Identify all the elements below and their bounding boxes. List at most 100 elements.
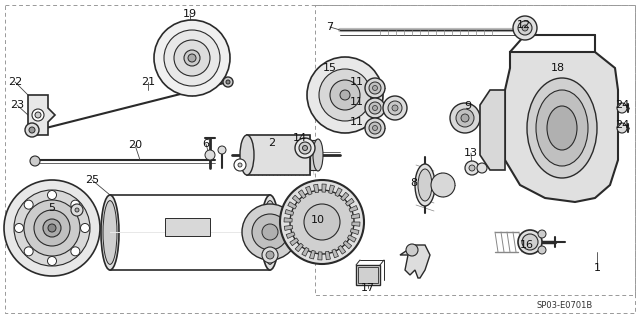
Circle shape: [164, 30, 220, 86]
Circle shape: [295, 138, 315, 158]
Polygon shape: [332, 249, 339, 258]
Text: 13: 13: [464, 148, 478, 158]
Circle shape: [372, 125, 378, 130]
Ellipse shape: [261, 195, 279, 270]
Text: 16: 16: [520, 240, 534, 250]
Polygon shape: [302, 248, 309, 256]
Circle shape: [262, 247, 278, 263]
Circle shape: [25, 123, 39, 137]
Circle shape: [262, 224, 278, 240]
Text: SP03-E0701B: SP03-E0701B: [537, 300, 593, 309]
Circle shape: [15, 224, 24, 233]
Circle shape: [47, 190, 56, 199]
Circle shape: [29, 127, 35, 133]
Polygon shape: [322, 184, 326, 192]
Circle shape: [369, 122, 381, 134]
Circle shape: [24, 200, 33, 209]
Ellipse shape: [547, 106, 577, 150]
Circle shape: [280, 180, 364, 264]
Circle shape: [24, 200, 80, 256]
Circle shape: [372, 106, 378, 110]
Text: 10: 10: [311, 215, 325, 225]
Text: 5: 5: [49, 203, 56, 213]
Circle shape: [218, 146, 226, 154]
Circle shape: [431, 173, 455, 197]
Circle shape: [266, 251, 274, 259]
Circle shape: [226, 80, 230, 84]
Text: 2: 2: [268, 138, 276, 148]
Polygon shape: [350, 229, 359, 234]
Text: 20: 20: [128, 140, 142, 150]
Polygon shape: [351, 213, 360, 219]
Circle shape: [30, 156, 40, 166]
Circle shape: [14, 190, 90, 266]
Polygon shape: [335, 188, 342, 197]
Circle shape: [383, 96, 407, 120]
Bar: [356, 265, 380, 285]
Text: 25: 25: [85, 175, 99, 185]
Polygon shape: [295, 243, 303, 252]
Text: 14: 14: [293, 133, 307, 143]
Circle shape: [538, 230, 546, 238]
Text: 12: 12: [517, 20, 531, 30]
Text: 23: 23: [10, 100, 24, 110]
Polygon shape: [285, 210, 294, 215]
Polygon shape: [346, 198, 354, 206]
Ellipse shape: [101, 195, 119, 270]
Circle shape: [456, 109, 474, 127]
Circle shape: [75, 208, 79, 212]
Circle shape: [372, 85, 378, 91]
Text: 17: 17: [361, 283, 375, 293]
Circle shape: [513, 16, 537, 40]
Circle shape: [392, 105, 398, 111]
Circle shape: [469, 165, 475, 171]
Circle shape: [450, 103, 480, 133]
Circle shape: [35, 112, 41, 118]
Circle shape: [303, 145, 307, 151]
Circle shape: [406, 244, 418, 256]
Circle shape: [461, 114, 469, 122]
Polygon shape: [338, 245, 346, 254]
Polygon shape: [340, 192, 349, 201]
Circle shape: [617, 103, 627, 113]
Circle shape: [522, 25, 528, 31]
Circle shape: [71, 200, 80, 209]
Circle shape: [4, 180, 100, 276]
Polygon shape: [329, 185, 335, 194]
Circle shape: [47, 256, 56, 265]
Circle shape: [304, 204, 340, 240]
Text: 15: 15: [323, 63, 337, 73]
Bar: [247, 135, 310, 175]
Circle shape: [319, 69, 371, 121]
Circle shape: [205, 150, 215, 160]
Circle shape: [290, 190, 354, 254]
Polygon shape: [349, 205, 358, 212]
Ellipse shape: [522, 234, 538, 250]
Circle shape: [330, 80, 360, 110]
Text: 19: 19: [183, 9, 197, 19]
Polygon shape: [505, 52, 618, 202]
Circle shape: [365, 78, 385, 98]
Polygon shape: [288, 202, 296, 209]
Circle shape: [252, 214, 288, 250]
Polygon shape: [480, 90, 505, 170]
Circle shape: [238, 163, 242, 167]
Circle shape: [184, 50, 200, 66]
Bar: [310, 140, 318, 170]
Circle shape: [340, 90, 350, 100]
Polygon shape: [352, 222, 360, 226]
Circle shape: [24, 247, 33, 256]
Circle shape: [465, 161, 479, 175]
Text: 1: 1: [593, 263, 600, 273]
Circle shape: [518, 21, 532, 35]
Circle shape: [34, 210, 70, 246]
Circle shape: [48, 224, 56, 232]
Text: 22: 22: [8, 77, 22, 87]
Text: 11: 11: [350, 97, 364, 107]
Text: 11: 11: [350, 77, 364, 87]
Circle shape: [71, 204, 83, 216]
Circle shape: [369, 102, 381, 114]
Circle shape: [242, 204, 298, 260]
Polygon shape: [310, 250, 316, 259]
Circle shape: [223, 77, 233, 87]
